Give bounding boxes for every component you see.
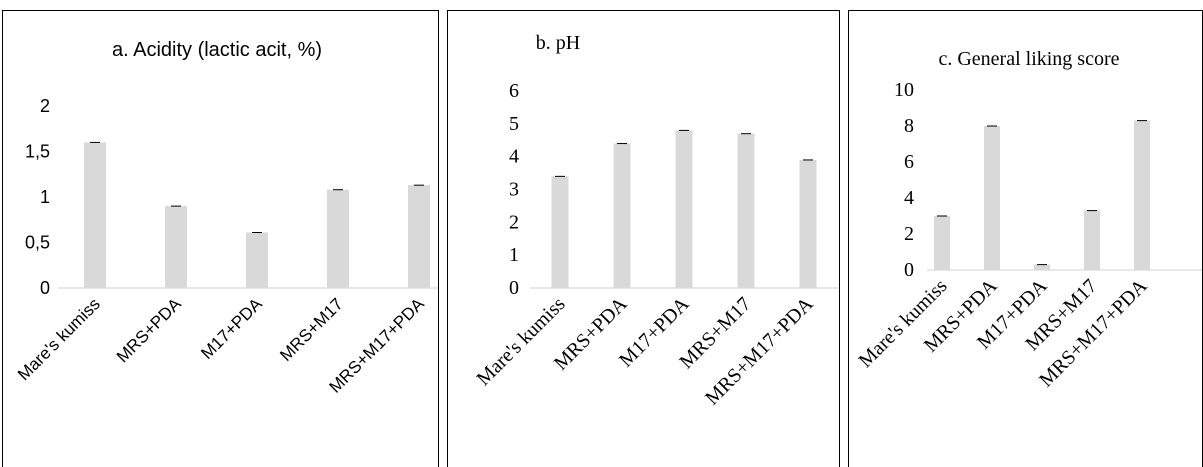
bar [1084,210,1100,270]
chart-panel-acidity: a. Acidity (lactic acit, %) 0 0,5 1 1,5 2 Mare… [2,10,439,467]
y-tick-label: 0,5 [25,233,50,253]
y-tick-label: 6 [509,80,519,102]
y-tick-label: 5 [509,113,519,135]
y-tick-label: 1,5 [25,142,50,162]
y-tick-label: 0 [904,259,914,281]
y-tick-label: 1 [40,187,50,207]
chart-panel-ph: b. pH 0 1 2 3 4 5 6 Mare's kumiss MRS+PDA M17+PDA M… [447,10,840,467]
category-label: MRS+PDA [113,294,185,366]
bar [327,189,349,288]
chart-title: b. pH [536,32,580,54]
y-tick-label: 10 [894,79,914,101]
category-label: Mare's kumiss [472,293,569,390]
chart-panel-liking-score: c. General liking score 0 2 4 6 8 10 Mare's kum… [848,10,1203,467]
bar [408,185,430,288]
y-tick-label: 3 [509,179,519,201]
bar [984,126,1000,270]
y-tick-label: 0 [509,277,519,299]
y-tick-label: 4 [904,187,914,209]
bar [934,216,950,270]
bar [246,232,268,288]
bar [737,133,755,288]
chart-title: a. Acidity (lactic acit, %) [112,39,322,61]
y-tick-label: 0 [40,278,50,298]
bar [165,206,187,288]
bar [551,176,569,288]
chart-title: c. General liking score [938,48,1119,70]
bar [1034,264,1050,270]
y-tick-label: 4 [509,146,519,168]
y-tick-label: 8 [904,115,914,137]
category-label: MRS+M17 [276,294,347,365]
bar [1134,120,1150,270]
bar [84,142,106,288]
y-tick-label: 6 [904,151,914,173]
acidity-chart: a. Acidity (lactic acit, %) 0 0,5 1 1,5 2 Mare… [14,39,438,397]
bar [799,159,817,288]
y-tick-label: 2 [509,211,519,233]
bar [675,130,693,288]
category-label: MRS+M17+PDA [701,293,818,410]
y-tick-label: 2 [904,223,914,245]
bar [613,143,631,288]
y-tick-label: 1 [509,244,519,266]
y-tick-label: 2 [40,96,50,116]
category-label: Mare's kumiss [14,294,104,384]
category-label: M17+PDA [197,294,266,363]
